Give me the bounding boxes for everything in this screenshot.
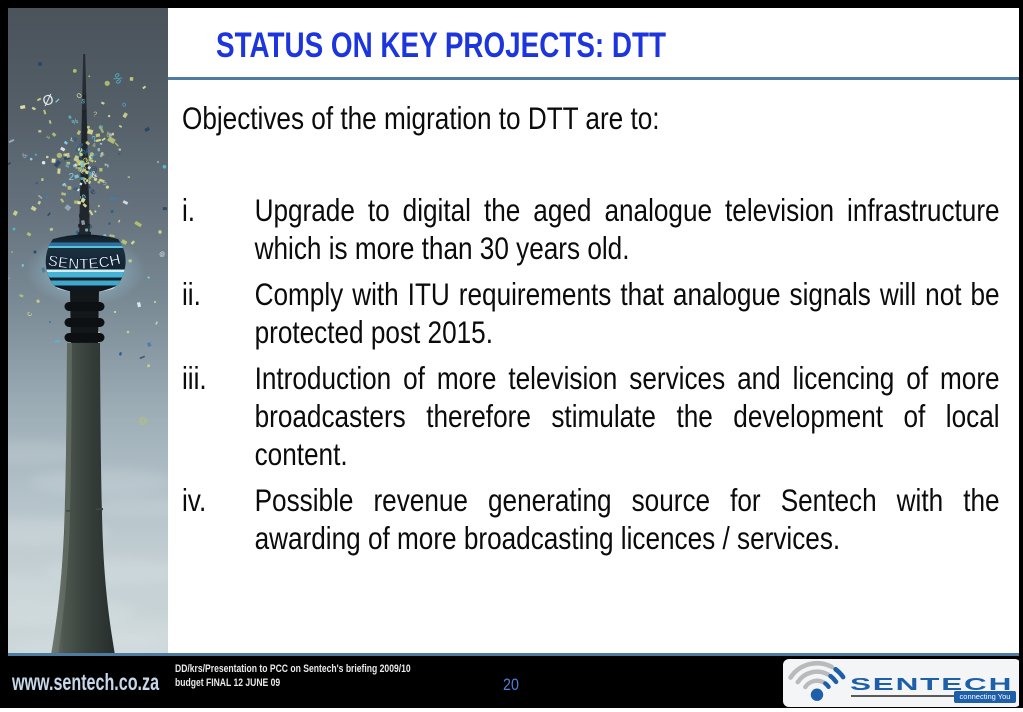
svg-text:?: ? (81, 155, 90, 166)
svg-text:@: @ (89, 165, 99, 175)
svg-text:%: % (81, 146, 92, 158)
svg-text:o: o (97, 122, 106, 132)
svg-text:o: o (122, 101, 127, 109)
svg-text:2: 2 (69, 172, 75, 183)
svg-text:s: s (77, 192, 89, 202)
svg-text:SENTECH: SENTECH (46, 251, 122, 273)
svg-text:2: 2 (90, 134, 99, 144)
svg-text:c: c (24, 310, 34, 319)
svg-text:s: s (45, 135, 51, 141)
svg-text:c: c (5, 274, 13, 282)
svg-text:o: o (73, 90, 84, 100)
svg-text:@: @ (73, 163, 81, 171)
svg-text:o: o (86, 223, 94, 231)
svg-text:&: & (92, 142, 97, 149)
svg-text:?: ? (84, 159, 89, 166)
svg-text:@: @ (137, 414, 149, 427)
svg-text:s: s (101, 177, 108, 187)
svg-text:@: @ (159, 251, 167, 259)
svg-text:#: # (77, 166, 87, 176)
svg-text:?: ? (32, 181, 39, 187)
svg-text:e: e (87, 186, 97, 197)
svg-text:2: 2 (79, 162, 87, 170)
svg-text:s: s (80, 96, 86, 106)
svg-text:%: % (71, 118, 79, 127)
svg-text:?: ? (92, 111, 97, 119)
svg-text:&: & (21, 152, 30, 160)
svg-text:o: o (74, 142, 83, 155)
svg-text:&: & (90, 169, 99, 180)
svg-text:Ø: Ø (41, 91, 56, 109)
